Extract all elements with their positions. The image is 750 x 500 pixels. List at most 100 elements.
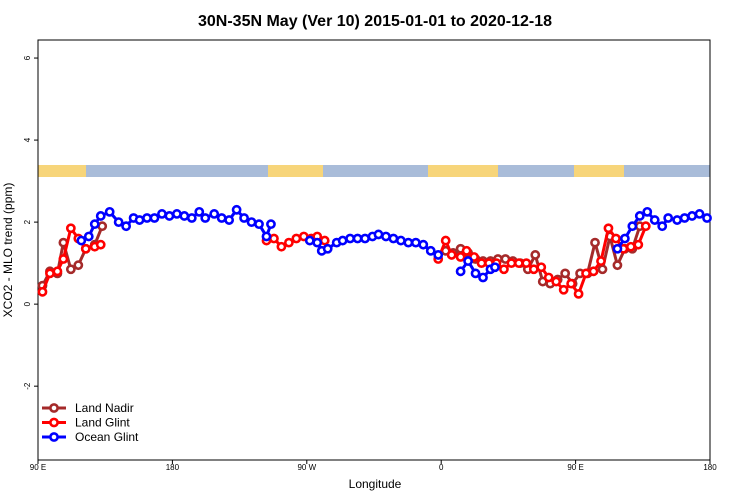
data-point xyxy=(446,250,457,260)
x-axis-label: Longitude xyxy=(349,477,402,491)
data-point xyxy=(37,286,48,297)
data-point xyxy=(687,211,697,221)
data-point xyxy=(312,237,323,248)
data-point xyxy=(381,231,391,242)
data-point xyxy=(113,217,124,228)
data-point xyxy=(558,284,569,295)
data-point xyxy=(455,252,466,262)
data-point xyxy=(597,264,608,275)
data-point xyxy=(463,256,473,266)
data-point xyxy=(157,209,167,219)
data-point xyxy=(65,264,76,275)
data-point xyxy=(239,213,249,223)
data-point xyxy=(269,233,279,244)
data-point xyxy=(499,264,509,275)
x-tick-label: 90 E xyxy=(30,463,46,472)
data-point xyxy=(97,221,108,232)
x-tick-label: 180 xyxy=(703,463,717,472)
data-point xyxy=(373,229,384,240)
data-point xyxy=(619,233,630,244)
data-point xyxy=(634,211,645,221)
data-point xyxy=(322,243,333,254)
data-point xyxy=(142,213,152,223)
data-point xyxy=(627,221,638,232)
plot-frame xyxy=(37,39,711,461)
x-tick-label: 90 W xyxy=(297,463,316,472)
data-point xyxy=(657,221,668,232)
data-point xyxy=(490,262,500,273)
data-point xyxy=(679,213,690,223)
land-strip xyxy=(574,165,624,177)
data-point xyxy=(461,245,472,256)
data-point xyxy=(395,235,406,246)
data-point xyxy=(425,245,436,256)
data-point xyxy=(231,204,242,215)
data-point xyxy=(403,237,414,248)
data-point xyxy=(83,231,94,242)
y-tick-label: 4 xyxy=(23,137,32,142)
legend-marker xyxy=(49,417,59,428)
data-point xyxy=(551,276,562,287)
data-point xyxy=(80,243,91,254)
data-point xyxy=(149,213,160,223)
data-point xyxy=(573,288,584,299)
data-point xyxy=(410,237,421,248)
data-point xyxy=(58,254,69,264)
data-point xyxy=(433,250,444,260)
data-point xyxy=(246,217,257,228)
y-axis-label: XCO2 - MLO trend (ppm) xyxy=(1,183,15,318)
data-point xyxy=(209,209,220,219)
data-point xyxy=(89,219,100,230)
y-tick-label: -2 xyxy=(23,382,32,390)
data-point xyxy=(352,233,363,244)
data-point xyxy=(612,243,623,254)
data-point xyxy=(304,235,315,246)
data-point xyxy=(283,237,294,248)
data-point xyxy=(254,219,264,230)
data-point xyxy=(52,266,63,277)
data-point xyxy=(200,213,211,223)
data-point xyxy=(276,241,287,252)
data-point xyxy=(611,233,621,244)
data-point xyxy=(470,268,481,279)
data-point xyxy=(543,272,554,283)
legend-marker xyxy=(49,432,59,442)
data-point xyxy=(560,268,571,279)
data-point xyxy=(440,235,451,246)
data-point xyxy=(224,215,235,225)
land-strip xyxy=(38,165,86,177)
data-point xyxy=(530,250,541,260)
data-point xyxy=(663,213,674,223)
chart-title: 30N-35N May (Ver 10) 2015-01-01 to 2020-… xyxy=(198,13,552,30)
data-point xyxy=(590,237,600,248)
data-point xyxy=(345,233,356,244)
data-point xyxy=(528,264,539,275)
data-point xyxy=(266,219,276,230)
data-point xyxy=(76,235,87,246)
data-point xyxy=(506,258,517,269)
data-point xyxy=(95,239,106,250)
surface-strip xyxy=(38,165,710,177)
legend-label: Ocean Glint xyxy=(75,430,139,444)
data-point xyxy=(640,221,651,232)
data-point xyxy=(476,258,487,269)
data-point xyxy=(566,278,577,289)
data-point xyxy=(337,235,348,246)
data-point xyxy=(633,239,644,250)
y-tick-label: 2 xyxy=(23,219,32,224)
land-strip xyxy=(268,165,323,177)
legend-marker xyxy=(49,403,59,413)
data-point xyxy=(45,268,55,279)
data-point xyxy=(104,206,115,217)
ocean-strip xyxy=(38,165,710,177)
data-point xyxy=(455,266,466,277)
data-point xyxy=(478,272,488,283)
data-point xyxy=(194,206,205,217)
data-point xyxy=(649,215,660,225)
x-tick-label: 90 E xyxy=(567,463,583,472)
data-point xyxy=(672,215,683,225)
data-point xyxy=(596,256,606,266)
y-tick-label: 0 xyxy=(23,301,32,306)
